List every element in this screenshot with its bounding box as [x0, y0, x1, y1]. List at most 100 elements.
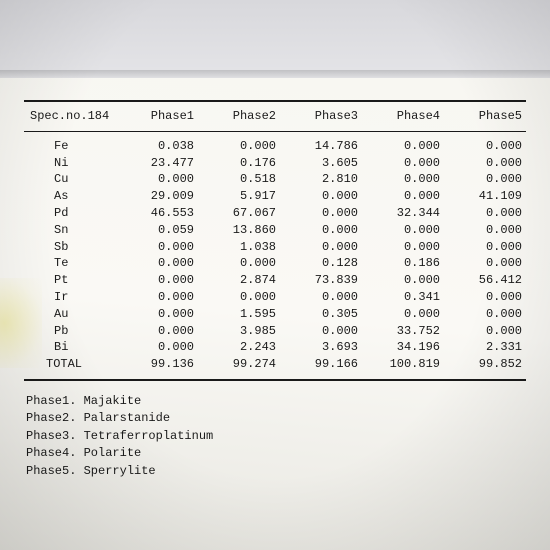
value-cell: 0.000	[444, 239, 526, 256]
value-cell: 99.136	[116, 356, 198, 379]
legend-line: Phase3. Tetraferroplatinum	[26, 428, 532, 445]
value-cell: 0.000	[280, 289, 362, 306]
value-cell: 0.000	[444, 289, 526, 306]
value-cell: 2.810	[280, 171, 362, 188]
table-row: Sn0.05913.8600.0000.0000.000	[24, 222, 526, 239]
phase-col-header: Phase3	[280, 102, 362, 131]
value-cell: 0.000	[444, 323, 526, 340]
value-cell: 67.067	[198, 205, 280, 222]
table-row: Fe0.0380.00014.7860.0000.000	[24, 131, 526, 154]
table-row: TOTAL99.13699.27499.166100.81999.852	[24, 356, 526, 379]
value-cell: 0.000	[362, 239, 444, 256]
value-cell: 0.176	[198, 155, 280, 172]
value-cell: 99.852	[444, 356, 526, 379]
element-label: Ni	[24, 155, 116, 172]
table-row: Sb0.0001.0380.0000.0000.000	[24, 239, 526, 256]
value-cell: 0.000	[444, 171, 526, 188]
table-row: Pd46.55367.0670.00032.3440.000	[24, 205, 526, 222]
value-cell: 0.000	[116, 239, 198, 256]
value-cell: 0.038	[116, 131, 198, 154]
value-cell: 3.693	[280, 339, 362, 356]
value-cell: 2.874	[198, 272, 280, 289]
value-cell: 0.000	[116, 171, 198, 188]
legend-line: Phase1. Majakite	[26, 393, 532, 410]
legend-line: Phase5. Sperrylite	[26, 463, 532, 480]
table-row: Au0.0001.5950.3050.0000.000	[24, 306, 526, 323]
value-cell: 0.186	[362, 255, 444, 272]
value-cell: 0.000	[116, 323, 198, 340]
element-label: Pt	[24, 272, 116, 289]
element-label: Bi	[24, 339, 116, 356]
value-cell: 0.128	[280, 255, 362, 272]
paper-top-shadow	[0, 70, 550, 78]
table-header-row: Spec.no.184Phase1Phase2Phase3Phase4Phase…	[24, 102, 526, 131]
phase-col-header: Phase4	[362, 102, 444, 131]
legend-line: Phase2. Palarstanide	[26, 410, 532, 427]
value-cell: 2.243	[198, 339, 280, 356]
table-row: Ir0.0000.0000.0000.3410.000	[24, 289, 526, 306]
value-cell: 5.917	[198, 188, 280, 205]
table-row: Pt0.0002.87473.8390.00056.412	[24, 272, 526, 289]
value-cell: 0.000	[362, 155, 444, 172]
value-cell: 1.038	[198, 239, 280, 256]
value-cell: 41.109	[444, 188, 526, 205]
value-cell: 46.553	[116, 205, 198, 222]
composition-table: Spec.no.184Phase1Phase2Phase3Phase4Phase…	[24, 102, 526, 379]
value-cell: 73.839	[280, 272, 362, 289]
value-cell: 0.000	[444, 205, 526, 222]
element-label: Pd	[24, 205, 116, 222]
element-label: Au	[24, 306, 116, 323]
value-cell: 23.477	[116, 155, 198, 172]
value-cell: 0.000	[362, 131, 444, 154]
value-cell: 0.000	[362, 272, 444, 289]
value-cell: 0.000	[444, 255, 526, 272]
value-cell: 0.000	[362, 306, 444, 323]
value-cell: 32.344	[362, 205, 444, 222]
value-cell: 0.000	[280, 323, 362, 340]
value-cell: 56.412	[444, 272, 526, 289]
element-label: Te	[24, 255, 116, 272]
value-cell: 0.518	[198, 171, 280, 188]
table-row: Ni23.4770.1763.6050.0000.000	[24, 155, 526, 172]
phase-col-header: Phase5	[444, 102, 526, 131]
element-label: TOTAL	[24, 356, 116, 379]
value-cell: 0.000	[280, 205, 362, 222]
phase-col-header: Phase2	[198, 102, 280, 131]
spec-no-header: Spec.no.184	[24, 102, 116, 131]
value-cell: 0.000	[116, 255, 198, 272]
legend-line: Phase4. Polarite	[26, 445, 532, 462]
table-row: As29.0095.9170.0000.00041.109	[24, 188, 526, 205]
value-cell: 33.752	[362, 323, 444, 340]
value-cell: 0.000	[280, 239, 362, 256]
value-cell: 14.786	[280, 131, 362, 154]
phase-col-header: Phase1	[116, 102, 198, 131]
element-label: Pb	[24, 323, 116, 340]
value-cell: 2.331	[444, 339, 526, 356]
value-cell: 0.059	[116, 222, 198, 239]
element-label: Fe	[24, 131, 116, 154]
value-cell: 0.000	[198, 131, 280, 154]
value-cell: 0.000	[362, 171, 444, 188]
document-paper: Spec.no.184Phase1Phase2Phase3Phase4Phase…	[0, 78, 550, 550]
value-cell: 100.819	[362, 356, 444, 379]
data-table-wrap: Spec.no.184Phase1Phase2Phase3Phase4Phase…	[24, 100, 526, 381]
element-label: Cu	[24, 171, 116, 188]
value-cell: 0.000	[444, 222, 526, 239]
value-cell: 29.009	[116, 188, 198, 205]
element-label: Sn	[24, 222, 116, 239]
value-cell: 0.000	[116, 289, 198, 306]
value-cell: 0.000	[444, 155, 526, 172]
table-row: Pb0.0003.9850.00033.7520.000	[24, 323, 526, 340]
value-cell: 0.000	[280, 188, 362, 205]
value-cell: 0.000	[198, 255, 280, 272]
value-cell: 3.605	[280, 155, 362, 172]
table-row: Cu0.0000.5182.8100.0000.000	[24, 171, 526, 188]
value-cell: 13.860	[198, 222, 280, 239]
value-cell: 0.000	[444, 131, 526, 154]
value-cell: 99.274	[198, 356, 280, 379]
value-cell: 0.305	[280, 306, 362, 323]
value-cell: 0.000	[116, 272, 198, 289]
value-cell: 0.341	[362, 289, 444, 306]
value-cell: 3.985	[198, 323, 280, 340]
table-row: Bi0.0002.2433.69334.1962.331	[24, 339, 526, 356]
